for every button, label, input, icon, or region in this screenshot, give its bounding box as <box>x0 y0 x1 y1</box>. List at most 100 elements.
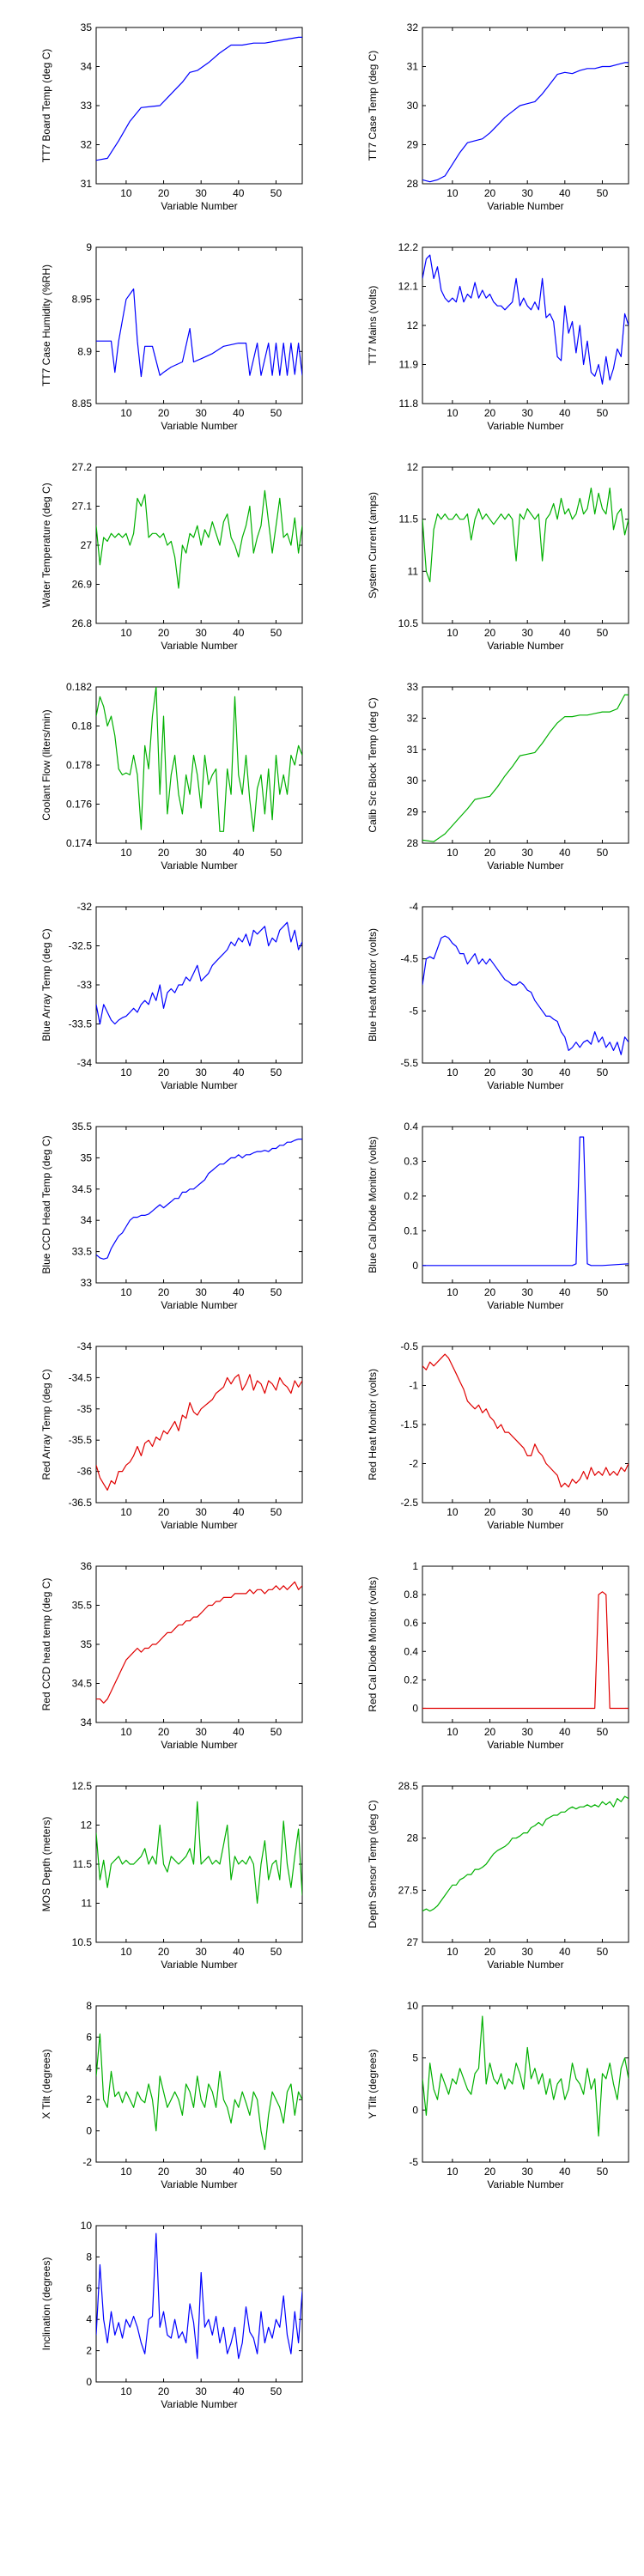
y-tick-label: 12 <box>81 1820 93 1832</box>
y-axis-label: Blue Heat Monitor (volts) <box>367 928 379 1042</box>
y-tick-label: -32.5 <box>69 940 93 952</box>
x-tick-label: 30 <box>196 1726 208 1738</box>
chart-panel-11: 10 20 30 40 50 33 33.5 34 34.5 35 35.5 Variable Num… <box>40 1121 303 1311</box>
y-tick-label: 27.2 <box>72 461 93 473</box>
y-tick-label: 12.5 <box>72 1780 93 1792</box>
chart-panel-1: 10 20 30 40 50 31 32 33 34 35 Variable Number TT7 B… <box>40 21 303 212</box>
chart-panel-16: 10 20 30 40 50 0 0.2 0.4 0.6 0.8 1 Variable Number R… <box>367 1560 629 1751</box>
x-tick-label: 20 <box>484 407 496 419</box>
x-tick-label: 50 <box>270 627 283 639</box>
x-tick-label: 30 <box>522 2166 534 2178</box>
plot-area <box>422 1346 629 1504</box>
x-tick-label: 20 <box>484 847 496 859</box>
chart-panel-8: 10 20 30 40 50 28 29 30 31 32 33 Variable Number Cal… <box>367 681 629 872</box>
x-axis-label: Variable Number <box>161 1079 237 1091</box>
x-tick-label: 20 <box>484 2166 496 2178</box>
y-tick-label: 10.5 <box>398 617 419 629</box>
x-axis-label: Variable Number <box>487 1519 563 1531</box>
x-tick-label: 40 <box>559 627 571 639</box>
x-tick-label: 50 <box>270 1506 283 1518</box>
y-tick-label: 0.4 <box>404 1645 418 1657</box>
x-tick-label: 30 <box>196 1066 208 1078</box>
x-tick-label: 50 <box>597 187 609 199</box>
y-tick-label: 34 <box>81 1716 93 1728</box>
y-tick-label: 4 <box>86 2063 92 2075</box>
x-tick-label: 50 <box>270 1286 283 1298</box>
x-tick-label: 10 <box>447 1946 459 1958</box>
y-tick-label: 1 <box>412 1560 418 1572</box>
y-tick-label: 31 <box>81 178 93 190</box>
y-tick-label: 11 <box>408 565 419 577</box>
y-tick-label: 2 <box>86 2345 92 2357</box>
y-tick-label: 11.5 <box>399 513 419 526</box>
y-tick-label: 11.5 <box>73 1858 93 1870</box>
x-tick-label: 10 <box>447 1286 459 1298</box>
y-tick-label: 0.6 <box>404 1617 418 1629</box>
y-tick-label: 29 <box>407 139 419 151</box>
y-tick-label: 8.9 <box>77 345 92 357</box>
y-tick-label: 2 <box>86 2093 92 2105</box>
y-tick-label: -35.5 <box>69 1434 93 1446</box>
x-tick-label: 30 <box>522 627 534 639</box>
x-tick-label: 50 <box>597 627 609 639</box>
series-line <box>422 254 629 385</box>
plot-area <box>422 27 629 185</box>
y-tick-label: 10.5 <box>72 1936 93 1948</box>
y-tick-label: 28 <box>407 178 419 190</box>
x-tick-label: 10 <box>120 1946 132 1958</box>
x-tick-label: 40 <box>233 1066 245 1078</box>
chart-panel-5: 10 20 30 40 50 26.8 26.9 27 27.1 27.2 Variable Num… <box>40 461 303 652</box>
y-tick-label: 32 <box>407 21 419 33</box>
x-tick-label: 10 <box>120 1286 132 1298</box>
y-tick-label: -2 <box>409 1458 418 1470</box>
y-tick-label: 28 <box>407 837 419 849</box>
x-tick-label: 20 <box>158 627 170 639</box>
y-tick-label: 4 <box>86 2313 92 2325</box>
x-axis-label: Variable Number <box>161 1959 237 1971</box>
y-tick-label: -34 <box>77 1340 93 1352</box>
y-tick-label: 0 <box>412 2104 418 2116</box>
x-tick-label: 20 <box>484 1946 496 1958</box>
y-tick-label: -36.5 <box>69 1497 93 1509</box>
plot-area <box>422 466 629 624</box>
x-tick-label: 50 <box>270 847 283 859</box>
y-tick-label: 8 <box>86 2000 92 2012</box>
x-tick-label: 30 <box>196 407 208 419</box>
plot-area <box>95 1346 303 1504</box>
x-tick-label: 40 <box>559 2166 571 2178</box>
x-tick-label: 50 <box>597 407 609 419</box>
series-line <box>96 1374 302 1492</box>
x-tick-label: 10 <box>447 1726 459 1738</box>
x-tick-label: 10 <box>447 2166 459 2178</box>
x-tick-label: 20 <box>484 1066 496 1078</box>
x-tick-label: 40 <box>233 1946 245 1958</box>
y-tick-label: 0 <box>412 1702 418 1714</box>
x-tick-label: 50 <box>270 407 283 419</box>
y-tick-label: -5 <box>409 2156 418 2168</box>
y-tick-label: 0 <box>86 2376 92 2388</box>
x-tick-label: 50 <box>270 187 283 199</box>
x-tick-label: 10 <box>447 847 459 859</box>
y-axis-label: Red Array Temp (deg C) <box>40 1369 52 1479</box>
y-tick-label: 8.95 <box>72 294 93 306</box>
plot-area <box>422 1126 629 1284</box>
y-axis-label: TT7 Mains (volts) <box>367 286 379 366</box>
series-line <box>422 1136 629 1267</box>
x-tick-label: 30 <box>522 1286 534 1298</box>
x-tick-label: 40 <box>233 187 245 199</box>
x-axis-label: Variable Number <box>487 2178 563 2190</box>
chart-panel-7: 10 20 30 40 50 0.174 0.176 0.178 0.18 0.182 Variab… <box>40 681 303 872</box>
x-axis-label: Variable Number <box>161 1519 237 1531</box>
y-tick-label: 0.4 <box>404 1121 418 1133</box>
chart-panel-2: 10 20 30 40 50 28 29 30 31 32 Variable Number TT7 C… <box>367 21 629 212</box>
x-tick-label: 50 <box>270 1726 283 1738</box>
x-tick-label: 10 <box>120 627 132 639</box>
x-tick-label: 10 <box>120 407 132 419</box>
x-tick-label: 10 <box>120 847 132 859</box>
y-axis-label: System Current (amps) <box>367 492 379 598</box>
x-tick-label: 10 <box>120 1726 132 1738</box>
x-axis-label: Variable Number <box>487 1739 563 1751</box>
x-axis-label: Variable Number <box>487 1299 563 1311</box>
y-axis-label: Coolant Flow (liters/min) <box>40 709 52 820</box>
x-tick-label: 50 <box>597 847 609 859</box>
